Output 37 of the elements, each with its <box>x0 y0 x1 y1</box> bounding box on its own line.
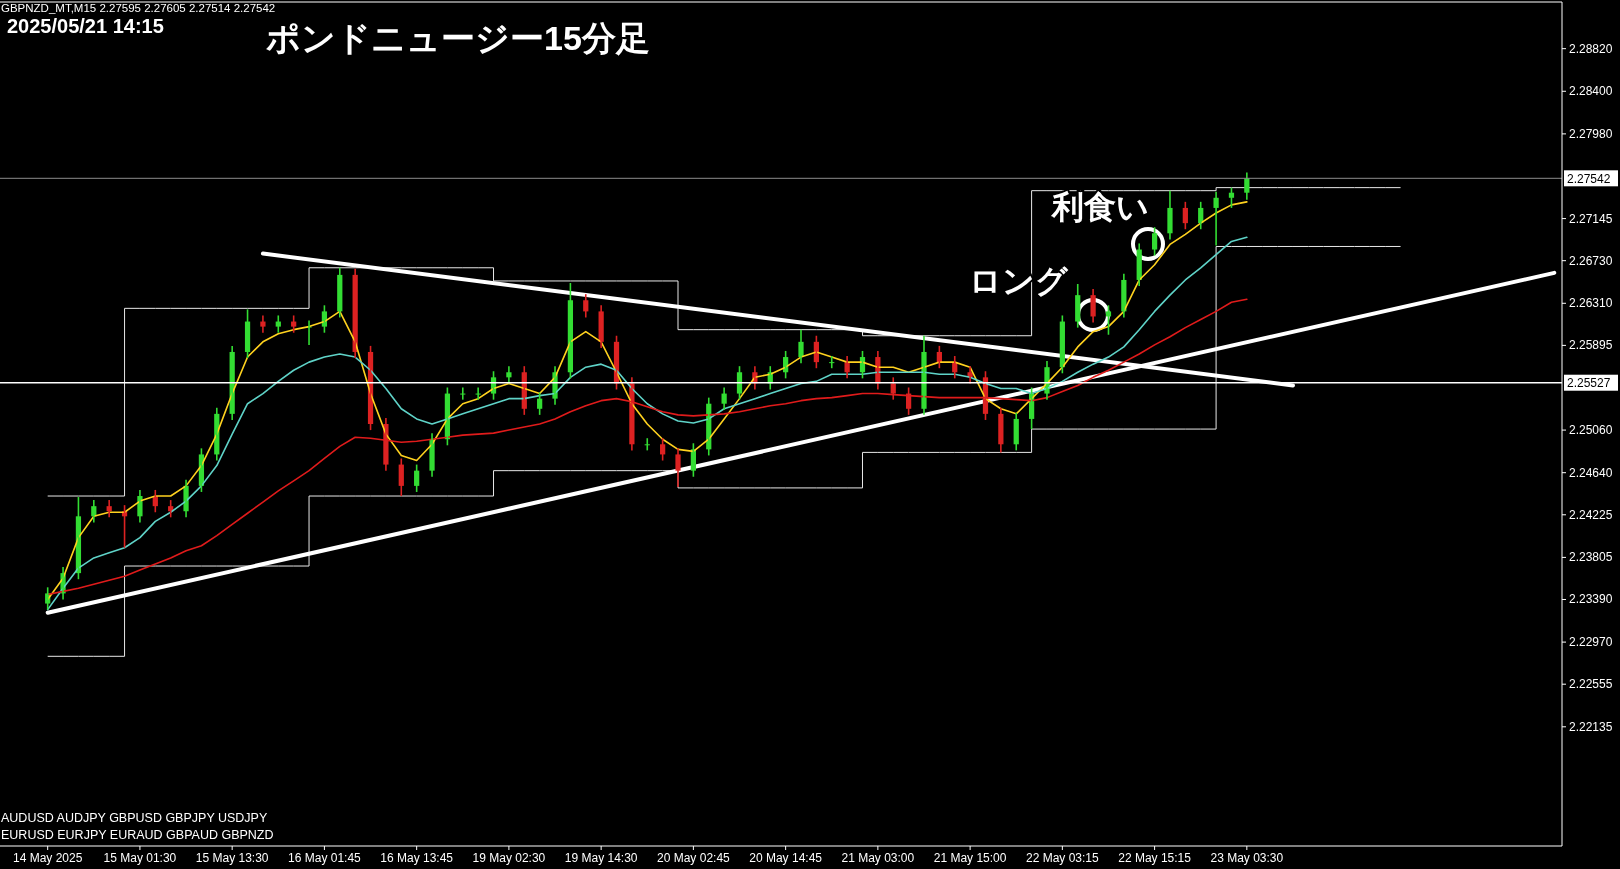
x-tick-label: 23 May 03:30 <box>1210 851 1284 865</box>
annotation: GBPNZD_MT,M15 2.27595 2.27605 2.27514 2.27542 <box>1 2 276 14</box>
y-tick-label: 2.22970 <box>1569 635 1613 650</box>
x-tick-label: 15 May 13:30 <box>195 851 269 865</box>
x-tick-label: 21 May 15:00 <box>933 851 1007 865</box>
ref-line-label: 2.27542 <box>1567 171 1611 186</box>
y-tick-label: 2.22555 <box>1569 677 1613 692</box>
x-tick-label: 19 May 02:30 <box>472 851 546 865</box>
y-tick-label: 2.22135 <box>1569 719 1613 734</box>
y-tick-label: 2.23805 <box>1569 550 1613 565</box>
annotation: AUDUSD AUDJPY GBPUSD GBPJPY USDJPY <box>1 811 268 825</box>
x-tick-label: 21 May 03:00 <box>841 851 915 865</box>
x-tick-label: 14 May 2025 <box>12 851 83 865</box>
y-tick-label: 2.23390 <box>1569 592 1613 607</box>
y-tick-label: 2.24225 <box>1569 507 1613 522</box>
x-tick-label: 20 May 02:45 <box>657 851 731 865</box>
x-tick-label: 19 May 14:30 <box>564 851 638 865</box>
x-tick-label: 22 May 15:15 <box>1118 851 1192 865</box>
annotation: 利食い <box>1049 189 1149 225</box>
y-tick-label: 2.24640 <box>1569 465 1613 480</box>
y-tick-label: 2.25060 <box>1569 423 1613 438</box>
y-tick-label: 2.26730 <box>1569 253 1613 268</box>
x-tick-label: 15 May 01:30 <box>103 851 177 865</box>
annotation: EURUSD EURJPY EURAUD GBPAUD GBPNZD <box>1 828 274 842</box>
text: ポンドニュージー15分足 <box>266 19 650 57</box>
y-tick-label: 2.28400 <box>1569 84 1613 99</box>
y-tick-label: 2.28820 <box>1569 41 1613 56</box>
y-tick-label: 2.26310 <box>1569 296 1613 311</box>
annotation: 2025/05/21 14:15 <box>7 15 164 37</box>
x-tick-label: 20 May 14:45 <box>749 851 823 865</box>
x-tick-label: 16 May 13:45 <box>380 851 454 865</box>
y-tick-label: 2.27980 <box>1569 126 1613 141</box>
ref-line-label: 2.25527 <box>1567 376 1611 391</box>
y-tick-label: 2.25895 <box>1569 338 1613 353</box>
x-tick-label: 16 May 01:45 <box>288 851 362 865</box>
y-tick-label: 2.27145 <box>1569 211 1613 226</box>
x-tick-label: 22 May 03:15 <box>1025 851 1100 865</box>
